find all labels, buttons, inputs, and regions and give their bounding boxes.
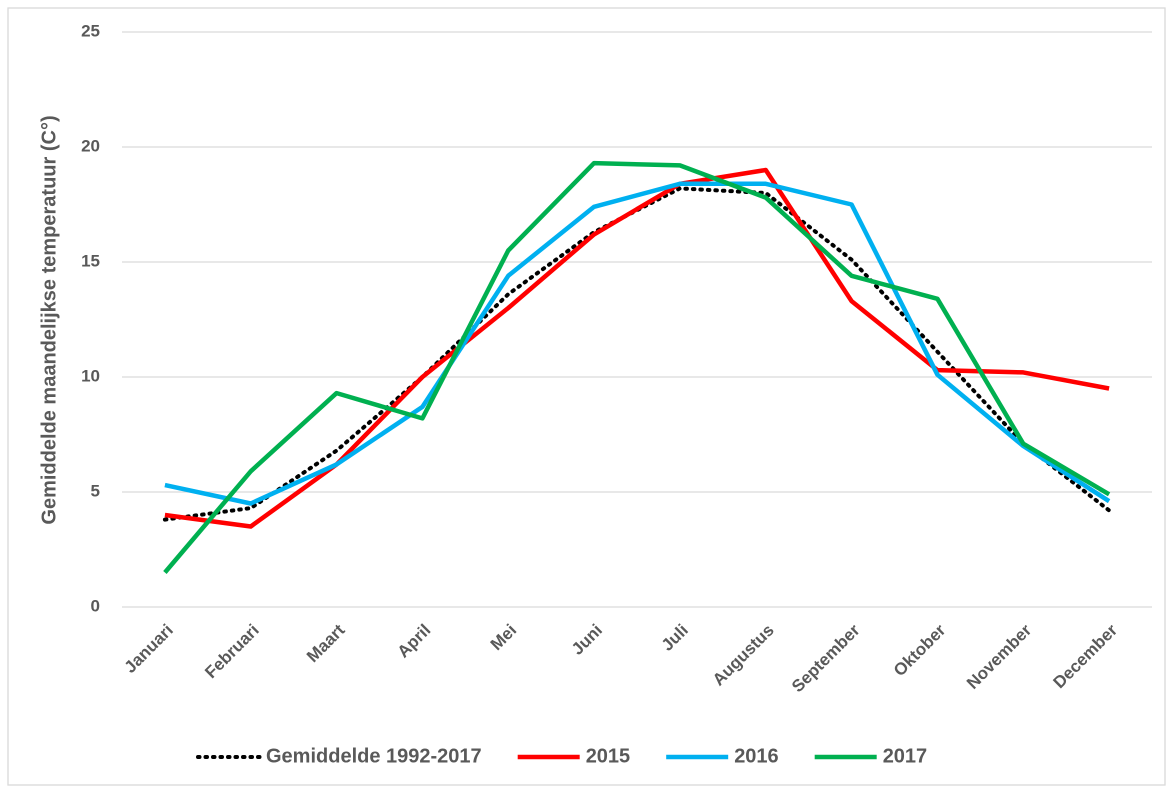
series-line	[163, 160, 1111, 574]
series-line	[164, 167, 1110, 529]
y-tick-label: 20	[81, 136, 100, 155]
legend-label: 2016	[734, 745, 779, 767]
y-tick-label: 0	[91, 596, 100, 615]
legend-label: 2015	[586, 745, 631, 767]
chart-frame	[7, 7, 1166, 786]
y-tick-label: 10	[81, 366, 100, 385]
y-tick-label: 15	[81, 251, 100, 270]
legend-label: Gemiddelde 1992-2017	[266, 745, 482, 767]
series-line	[164, 181, 1111, 506]
y-tick-label: 5	[91, 481, 100, 500]
legend-label: 2017	[883, 745, 928, 767]
y-axis-title: Gemiddelde maandelijkse temperatuur (C°)	[38, 115, 60, 524]
y-tick-label: 25	[81, 21, 100, 40]
